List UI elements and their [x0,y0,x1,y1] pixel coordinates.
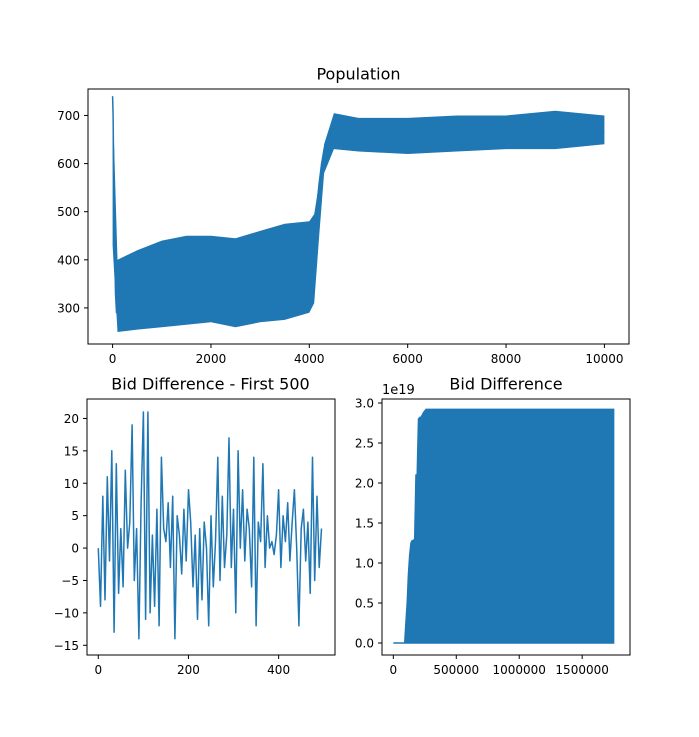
bid_first_500-x-tick-label: 200 [177,663,200,677]
bid-first-500-y-ticks: −15 −10 −5 0 5 10 15 20 [54,412,87,653]
bid-difference-offset-label: 1e19 [382,383,415,398]
bid_difference-y-tick-label: 2.0 [355,477,374,491]
population-x-ticks: 0 2000 4000 6000 8000 10000 [109,344,624,366]
population-series [111,96,605,332]
bid_difference-series-0-area [393,408,615,644]
population-title: Population [316,65,400,84]
population-y-tick-label: 400 [57,253,80,267]
bid_first_500-y-tick-label: −10 [54,606,79,620]
bid_difference-y-tick-label: 0.0 [355,637,374,651]
bid_first_500-series-0-line [97,411,323,640]
bid-first-500-x-ticks: 0 200 400 [94,655,290,677]
population-x-tick-label: 10000 [585,352,623,366]
population-y-tick-label: 600 [57,157,80,171]
bid_difference-y-tick-label: 1.5 [355,517,374,531]
bid_difference-y-tick-label: 1.0 [355,557,374,571]
bid_first_500-y-tick-label: 15 [64,444,79,458]
bid-difference-axes-frame [381,398,631,656]
bid_difference-x-tick-label: 500000 [433,663,479,677]
bid_first_500-y-tick-label: 5 [71,509,79,523]
bid-first-500-axes-frame [86,398,336,656]
population-x-tick-label: 6000 [392,352,423,366]
bid_first_500-y-tick-label: −15 [54,639,79,653]
bid-difference-title: Bid Difference [449,375,562,394]
bid_difference-y-tick-label: 3.0 [355,397,374,411]
bid_difference-x-tick-label: 0 [390,663,398,677]
bid_first_500-x-tick-label: 0 [94,663,102,677]
bid_first_500-y-tick-label: 10 [64,477,79,491]
population-series-0-envelope [112,96,605,332]
bid_difference-x-tick-label: 1000000 [492,663,545,677]
bid_first_500-x-tick-label: 400 [267,663,290,677]
population-series-0-line [111,96,605,314]
bid-difference-y-ticks: 0.0 0.5 1.0 1.5 2.0 2.5 3.0 [355,397,382,651]
bid_first_500-y-tick-label: 0 [71,542,79,556]
population-x-tick-label: 4000 [294,352,325,366]
bid-first-500-series [97,411,323,640]
population-y-ticks: 300 400 500 600 700 [57,109,88,315]
bid_difference-y-tick-label: 0.5 [355,597,374,611]
bid_first_500-y-tick-label: −5 [61,574,79,588]
population-x-tick-label: 8000 [491,352,522,366]
population-chart: Population 0 2000 4000 6000 8000 10000 300 400… [57,65,630,366]
population-x-tick-label: 2000 [196,352,227,366]
population-axes-frame [87,88,630,345]
bid_difference-x-tick-label: 1500000 [555,663,608,677]
population-y-tick-label: 700 [57,109,80,123]
bid-first-500-chart: Bid Difference - First 500 0 200 400 −15−1… [54,375,336,677]
bid-difference-x-ticks: 0 500000 1000000 1500000 [390,655,609,677]
bid-difference-series [393,408,615,644]
bid_first_500-y-tick-label: 20 [64,412,79,426]
bid_difference-y-tick-label: 2.5 [355,437,374,451]
population-x-tick-label: 0 [109,352,117,366]
bid-difference-chart: Bid Difference 1e19 0 500000 1000000 150000… [355,375,631,677]
bid-first-500-title: Bid Difference - First 500 [111,375,309,394]
population-y-tick-label: 300 [57,301,80,315]
population-y-tick-label: 500 [57,205,80,219]
